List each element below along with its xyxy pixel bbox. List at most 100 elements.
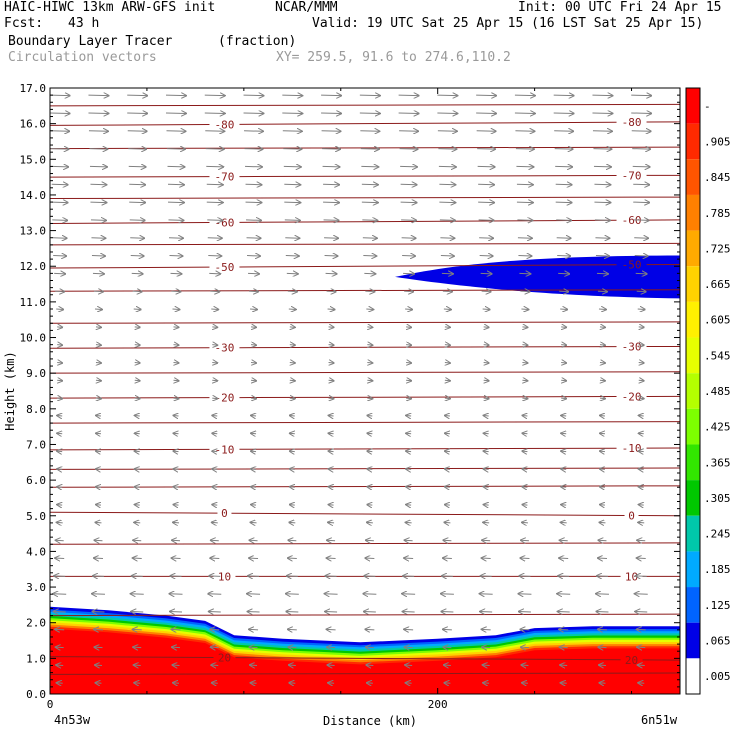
circulation-vector	[89, 149, 107, 150]
circulation-vector	[516, 202, 533, 203]
circulation-vector	[96, 451, 101, 452]
circulation-vector	[404, 629, 414, 630]
circulation-vector	[245, 184, 262, 185]
circulation-vector	[95, 683, 102, 684]
circulation-vector	[94, 629, 103, 630]
circulation-vector	[400, 202, 417, 203]
circulation-vector	[444, 665, 451, 666]
circulation-vector	[398, 113, 419, 114]
circulation-vector	[326, 576, 337, 577]
colorbar-segment	[686, 587, 700, 623]
circulation-vector	[92, 273, 104, 274]
circulation-vector	[321, 113, 341, 114]
circulation-vector	[400, 166, 417, 167]
circulation-vector	[554, 149, 573, 150]
circulation-vector	[128, 149, 146, 150]
circulation-vector	[209, 273, 220, 274]
circulation-vector	[596, 273, 608, 274]
circulation-vector	[165, 113, 186, 114]
circulation-vector	[406, 522, 412, 523]
circulation-vector	[482, 309, 490, 310]
contour-line	[50, 289, 680, 292]
y-tick-label: 1.0	[26, 652, 46, 665]
isotherm-label: -70	[215, 171, 235, 184]
circulation-vector	[54, 273, 65, 274]
circulation-vector	[442, 576, 453, 577]
circulation-vector	[246, 238, 261, 239]
isotherm-line	[239, 264, 617, 268]
colorbar-label: .125	[704, 599, 731, 612]
circulation-vector	[445, 469, 450, 470]
circulation-vector	[361, 184, 378, 185]
colorbar-label: .245	[704, 528, 731, 541]
circulation-vector	[282, 131, 302, 132]
circulation-vector	[600, 505, 605, 506]
circulation-vector	[328, 522, 335, 523]
contour-line	[50, 103, 680, 107]
circulation-vector	[637, 629, 646, 630]
colorbar-segment	[686, 301, 700, 338]
circulation-vector	[94, 647, 103, 648]
circulation-vector	[405, 665, 413, 666]
circulation-vector	[135, 380, 140, 381]
circulation-vector	[484, 469, 489, 470]
circulation-vector	[365, 558, 375, 559]
circulation-vector	[289, 683, 296, 684]
circulation-vector	[561, 362, 566, 363]
circulation-vector	[96, 487, 101, 488]
circulation-vector	[477, 166, 495, 167]
circulation-vector	[561, 327, 566, 328]
circulation-vector	[127, 113, 147, 114]
circulation-vector	[600, 487, 605, 488]
circulation-vector	[57, 362, 62, 363]
circulation-vector	[56, 540, 64, 541]
circulation-vector	[174, 398, 179, 399]
circulation-vector	[444, 683, 451, 684]
circulation-vector	[57, 683, 63, 684]
circulation-vector	[323, 220, 339, 221]
circulation-vector	[210, 629, 220, 630]
circulation-vector	[251, 683, 257, 684]
circulation-vector	[92, 594, 105, 595]
circulation-vector	[479, 238, 493, 239]
contour-line	[50, 242, 680, 246]
colorbar-segment	[686, 408, 700, 445]
circulation-vector	[478, 202, 494, 203]
circulation-vector	[360, 131, 379, 132]
circulation-vector	[206, 166, 223, 167]
circulation-vector	[170, 612, 183, 613]
circulation-vector	[55, 291, 64, 292]
circulation-vector	[593, 166, 611, 167]
circulation-vector	[174, 433, 179, 434]
circulation-vector	[437, 131, 457, 132]
circulation-vector	[439, 202, 455, 203]
circulation-vector	[57, 487, 62, 488]
circulation-vector	[90, 184, 106, 185]
circulation-vector	[406, 345, 411, 346]
circulation-vector	[283, 149, 301, 150]
isotherm-line	[239, 447, 617, 450]
colorbar-label: .785	[704, 207, 731, 220]
circulation-vector	[520, 558, 530, 559]
circulation-vector	[482, 558, 491, 559]
circulation-vector	[329, 362, 334, 363]
circulation-vector	[477, 149, 495, 150]
circulation-vector	[359, 95, 380, 96]
circulation-vector	[129, 202, 145, 203]
circulation-vector	[638, 683, 645, 684]
circulation-vector	[559, 629, 569, 630]
circulation-vector	[207, 220, 222, 221]
circulation-vector	[133, 540, 142, 541]
circulation-vector	[639, 398, 644, 399]
circulation-vector	[212, 415, 217, 416]
circulation-vector	[289, 522, 296, 523]
circulation-vector	[56, 309, 63, 310]
circulation-vector	[639, 327, 644, 328]
circulation-vector	[290, 345, 295, 346]
circulation-vector	[96, 345, 101, 346]
isotherm-line	[239, 175, 617, 178]
circulation-vector	[519, 576, 531, 577]
circulation-vector	[515, 149, 534, 150]
circulation-vector	[443, 629, 452, 630]
circulation-vector	[367, 487, 372, 488]
